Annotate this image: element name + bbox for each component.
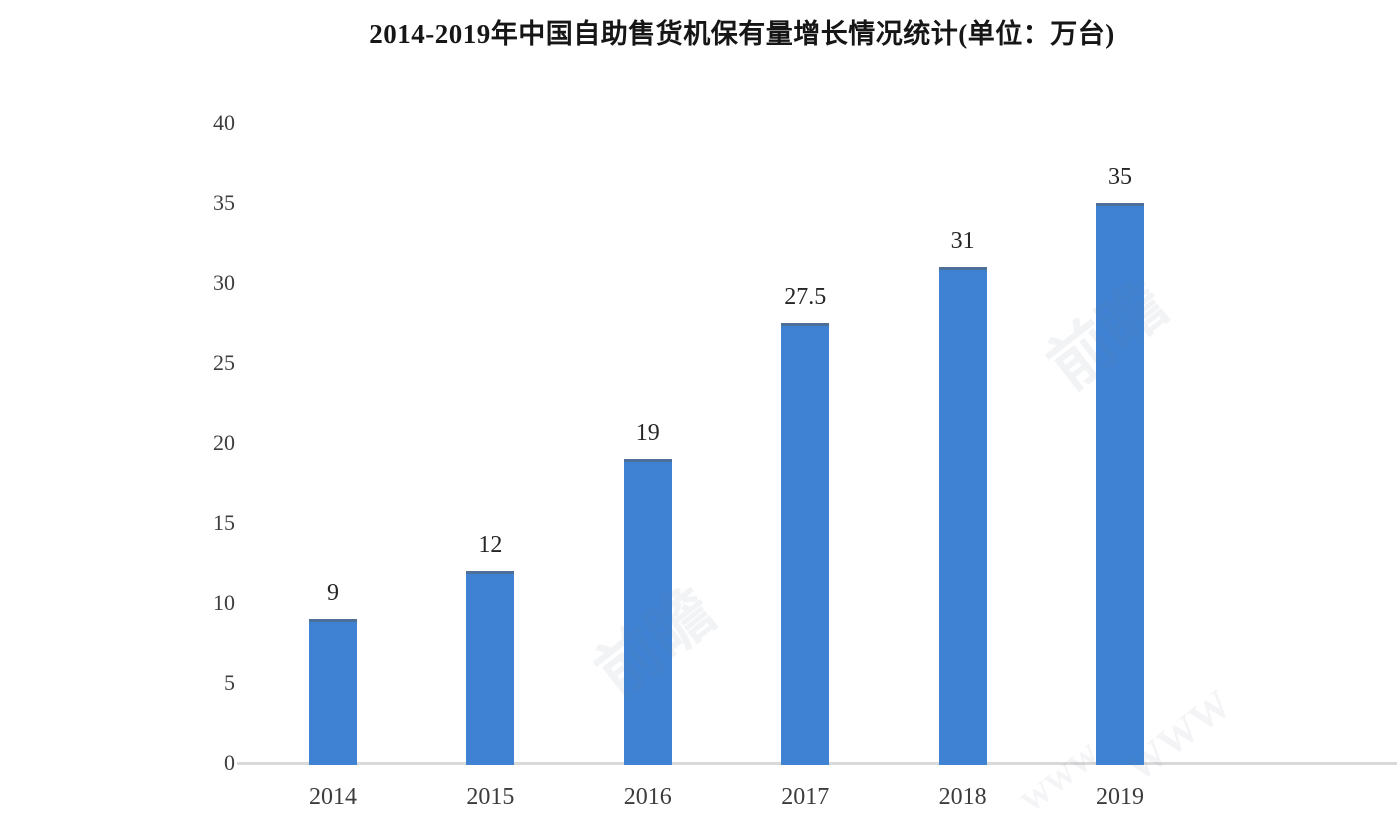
y-tick-label: 0 xyxy=(224,750,235,775)
bar-2018 xyxy=(938,267,987,765)
y-tick-label: 35 xyxy=(213,190,235,215)
bar-2015 xyxy=(466,571,515,765)
y-tick-label: 30 xyxy=(213,270,235,295)
y-tick-label: 40 xyxy=(213,110,235,135)
x-tick-label: 2019 xyxy=(1096,784,1144,810)
bar-value-label: 31 xyxy=(950,228,975,254)
x-tick-label: 2018 xyxy=(938,784,987,810)
bar-value-label: 27.5 xyxy=(784,284,827,310)
bar-2016 xyxy=(623,459,672,765)
bar-2014 xyxy=(309,619,357,765)
y-tick-label: 25 xyxy=(213,350,235,375)
y-tick-label: 20 xyxy=(213,430,235,455)
y-tick-label: 15 xyxy=(213,510,235,535)
bar-2019 xyxy=(1096,203,1144,765)
x-tick-label: 2016 xyxy=(623,784,672,810)
bar-value-label: 12 xyxy=(478,532,503,558)
x-tick-label: 2017 xyxy=(781,784,830,810)
bar-2017 xyxy=(781,323,830,765)
x-tick-label: 2015 xyxy=(466,784,515,810)
y-tick-label: 10 xyxy=(213,590,235,615)
bar-value-label: 35 xyxy=(1108,164,1132,190)
bar-value-label: 9 xyxy=(327,580,339,606)
x-tick-label: 2014 xyxy=(309,784,357,810)
bar-value-label: 19 xyxy=(635,420,660,446)
y-tick-label: 5 xyxy=(224,670,235,695)
chart-title: 2014-2019年中国自助售货机保有量增长情况统计(单位：万台) xyxy=(369,19,1115,49)
